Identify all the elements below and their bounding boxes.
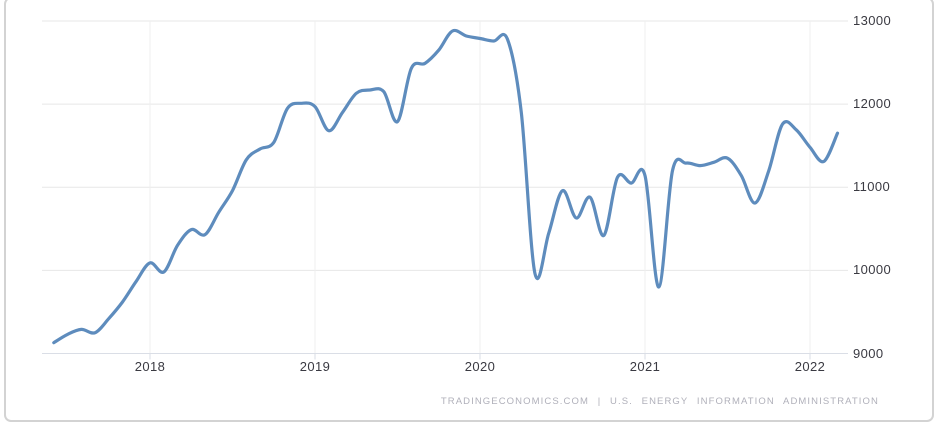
y-axis-label: 10000 [853,262,892,278]
y-axis-label: 13000 [853,13,892,28]
y-axis-label: 9000 [853,345,884,361]
x-axis-label: 2020 [464,359,496,374]
attribution-text: TRADINGECONOMICS.COM | U.S. ENERGY INFOR… [440,396,879,407]
x-axis-label: 2022 [794,359,826,374]
x-axis-label: 2018 [134,359,166,374]
y-axis-label: 12000 [853,96,892,112]
x-axis-label: 2019 [299,359,331,374]
series-line [52,28,840,345]
y-axis-label: 11000 [853,179,891,195]
x-axis-label: 2021 [629,359,661,374]
chart-frame [4,0,934,422]
